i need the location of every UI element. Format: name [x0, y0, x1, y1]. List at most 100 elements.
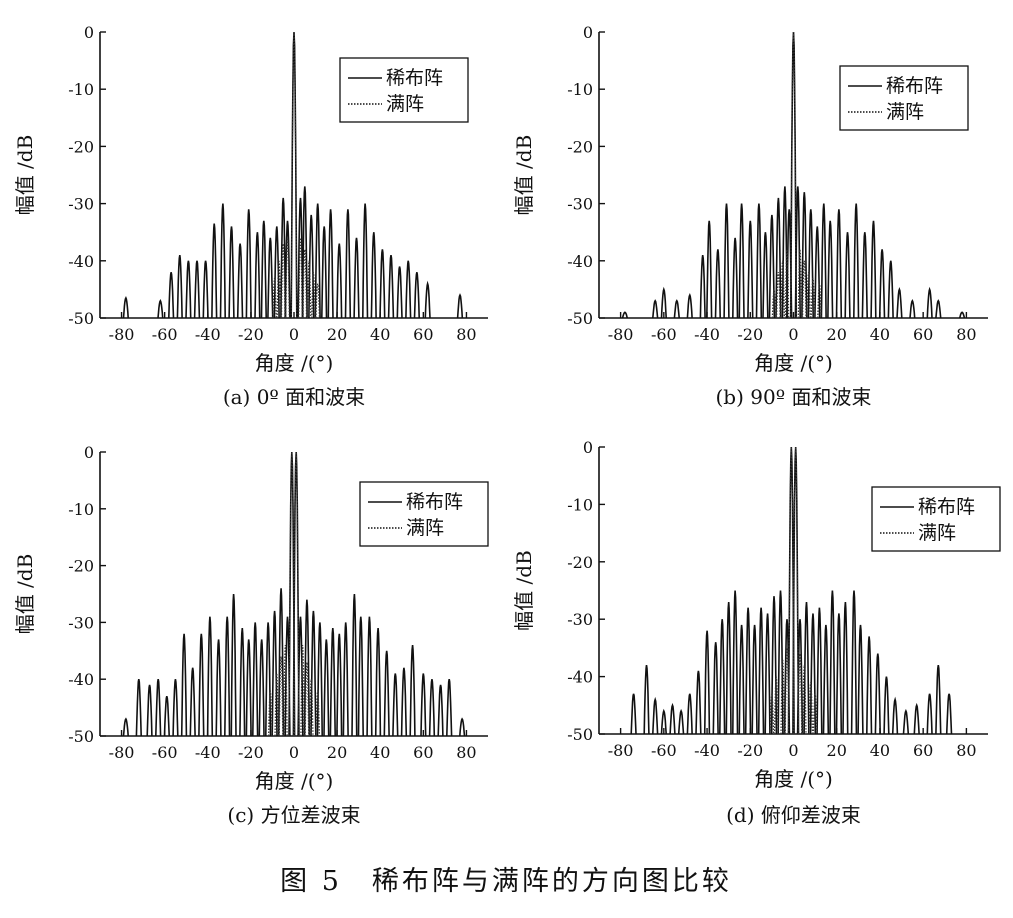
sparse-array-lobe [814, 226, 821, 318]
legend-label-full: 满阵 [386, 93, 424, 115]
x-tick-label: 80 [456, 325, 476, 344]
sparse-array-lobe [738, 624, 745, 734]
sparse-array-lobe [775, 197, 782, 318]
sparse-array-lobe [336, 633, 343, 736]
sparse-array-lobe [827, 220, 834, 318]
sparse-array-lobe [751, 624, 758, 734]
y-tick-label: 0 [583, 438, 593, 457]
x-tick-label: -60 [152, 743, 178, 762]
sparse-array-lobe [712, 642, 719, 734]
sparse-array-lobe [323, 639, 330, 736]
sparse-array-lobe [829, 590, 836, 734]
sparse-array-lobe [236, 243, 244, 318]
sparse-array-lobe [362, 203, 369, 318]
x-tick-label: 0 [289, 325, 299, 344]
sparse-array-lobe [303, 599, 311, 736]
x-tick-label: -80 [608, 741, 634, 760]
y-axis-label: 幅值 /dB [13, 554, 37, 635]
y-tick-label: -40 [68, 252, 94, 271]
sparse-array-lobe [738, 203, 745, 318]
y-tick-label: -40 [567, 252, 593, 271]
series-sparse-array [621, 31, 966, 318]
sparse-array-lobe [926, 286, 933, 318]
x-axis-label: 角度 /(°) [754, 351, 833, 375]
x-axis-label: 角度 /(°) [255, 351, 334, 375]
x-tick-label: -20 [737, 325, 763, 344]
sparse-array-lobe [215, 639, 222, 736]
sparse-array-lobe [239, 628, 246, 736]
sparse-array-lobe [284, 220, 291, 318]
sparse-array-lobe [842, 601, 849, 734]
full-array-lobe [268, 690, 273, 736]
y-axis-label: 幅值 /dB [13, 135, 37, 216]
sparse-array-lobe [714, 249, 721, 318]
sparse-array-lobe [850, 590, 858, 734]
x-tick-label: 0 [788, 741, 798, 760]
sparse-array-lobe [794, 186, 801, 318]
legend-label-sparse: 稀布阵 [386, 67, 443, 89]
sparse-array-lobe [902, 708, 910, 734]
sparse-array-lobe [413, 272, 420, 318]
sparse-array-lobe [122, 296, 129, 318]
sparse-array-lobe [803, 601, 810, 734]
chart-panel-4: 0 -10 -20 -30 -40 -50 -80 -60 -40 -20 0 20 40 60 80 角度 … [512, 438, 1001, 827]
sparse-array-lobe [252, 622, 259, 736]
sparse-array-lobe [820, 203, 827, 318]
x-tick-label: -60 [651, 741, 677, 760]
chart-panel-1: 0 -10 -20 -30 -40 -50 -80 -60 -40 -20 0 20 40 60 80 角度 … [13, 23, 488, 409]
sparse-array-lobe [387, 254, 395, 318]
full-array-lobe [278, 656, 284, 736]
sparse-array-lobe [260, 220, 267, 318]
sparse-array-lobe [254, 232, 261, 318]
x-tick-label: 80 [956, 325, 976, 344]
y-tick-label: -20 [68, 557, 94, 576]
sparse-array-lobe [357, 616, 364, 736]
sparse-array-lobe [310, 610, 317, 736]
sparse-array-lobe [835, 209, 843, 318]
sparse-array-lobe [446, 679, 453, 736]
sparse-array-lobe [122, 717, 129, 736]
x-tick-label: -40 [694, 741, 720, 760]
sparse-array-lobe [206, 616, 214, 736]
sparse-array-lobe [686, 693, 693, 734]
x-tick-label: 80 [956, 741, 976, 760]
x-tick-label: -60 [651, 325, 677, 344]
x-tick-label: 0 [289, 743, 299, 762]
y-tick-label: -30 [68, 613, 94, 632]
y-tick-label: -40 [68, 670, 94, 689]
legend-label-sparse: 稀布阵 [406, 491, 463, 513]
y-tick-label: -10 [567, 495, 593, 514]
sparse-array-lobe [878, 249, 886, 318]
sparse-array-lobe [762, 232, 769, 318]
sparse-array-lobe [768, 214, 776, 318]
sparse-array-lobe [163, 696, 170, 736]
sparse-array-lobe [853, 203, 860, 318]
x-tick-label: 60 [913, 325, 933, 344]
sparse-array-lobe [420, 673, 427, 736]
sparse-array-lobe [909, 299, 916, 318]
x-tick-label: -20 [737, 741, 763, 760]
full-array-lobe [283, 645, 288, 736]
sparse-array-lobe [945, 693, 953, 734]
sparse-array-lobe [630, 693, 637, 734]
sparse-array-lobe [844, 232, 851, 318]
sparse-array-lobe [652, 299, 659, 318]
full-array-lobe [810, 277, 816, 318]
full-array-lobe [272, 277, 277, 318]
full-array-lobe [776, 272, 781, 318]
sparse-array-lobe [198, 633, 205, 736]
sparse-array-lobe [896, 287, 903, 318]
full-array-lobe [300, 645, 305, 736]
sparse-array-lobe [370, 232, 377, 318]
full-array-lobe [308, 679, 314, 736]
legend-label-full: 满阵 [886, 101, 924, 123]
series-sparse-array [122, 451, 466, 736]
panel-caption: (c) 方位差波束 [227, 803, 360, 827]
sparse-array-lobe [652, 696, 659, 734]
sparse-array-lobe [835, 613, 843, 734]
x-tick-label: 80 [456, 743, 476, 762]
figure-caption: 图 5 稀布阵与满阵的方向图比较 [280, 866, 732, 897]
sparse-array-lobe [383, 650, 390, 736]
